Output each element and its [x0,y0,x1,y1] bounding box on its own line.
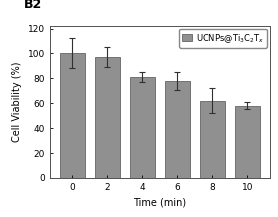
Bar [130,77,155,178]
Y-axis label: Cell Viability (%): Cell Viability (%) [13,62,22,142]
Bar [200,101,225,178]
Bar [235,106,260,178]
Bar [165,81,190,178]
Legend: UCNPs@Ti$_3$C$_2$T$_x$: UCNPs@Ti$_3$C$_2$T$_x$ [179,29,267,48]
Text: B2: B2 [24,0,42,11]
Bar [60,53,85,178]
Bar [95,57,120,178]
X-axis label: Time (min): Time (min) [133,197,187,207]
